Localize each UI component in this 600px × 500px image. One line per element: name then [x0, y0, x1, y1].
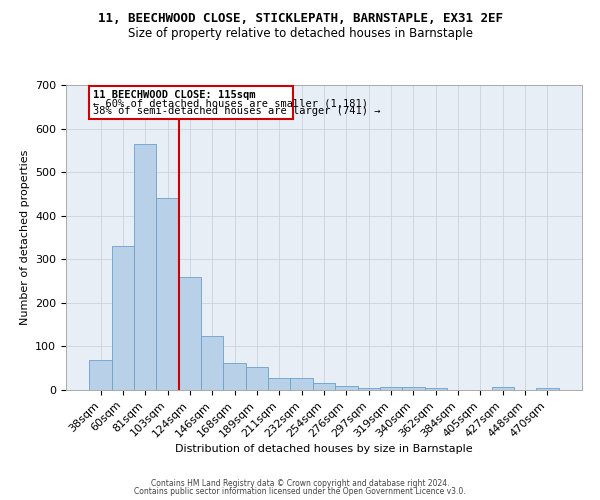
- Text: 11 BEECHWOOD CLOSE: 115sqm: 11 BEECHWOOD CLOSE: 115sqm: [93, 90, 256, 100]
- Y-axis label: Number of detached properties: Number of detached properties: [20, 150, 29, 325]
- Bar: [157, 198, 179, 390]
- Bar: [89, 360, 112, 390]
- Text: ← 60% of detached houses are smaller (1,181): ← 60% of detached houses are smaller (1,…: [93, 98, 368, 108]
- Bar: [290, 378, 313, 390]
- Text: 11, BEECHWOOD CLOSE, STICKLEPATH, BARNSTAPLE, EX31 2EF: 11, BEECHWOOD CLOSE, STICKLEPATH, BARNST…: [97, 12, 503, 26]
- Bar: [380, 387, 402, 390]
- FancyBboxPatch shape: [89, 86, 293, 118]
- Text: Contains HM Land Registry data © Crown copyright and database right 2024.: Contains HM Land Registry data © Crown c…: [151, 478, 449, 488]
- Bar: [268, 378, 290, 390]
- Bar: [246, 367, 268, 390]
- Text: Contains public sector information licensed under the Open Government Licence v3: Contains public sector information licen…: [134, 487, 466, 496]
- Bar: [425, 388, 447, 390]
- Bar: [335, 386, 358, 390]
- Bar: [112, 246, 134, 390]
- Bar: [313, 384, 335, 390]
- Bar: [201, 336, 223, 390]
- Bar: [358, 388, 380, 390]
- Bar: [134, 144, 157, 390]
- Bar: [179, 276, 201, 390]
- Bar: [223, 362, 246, 390]
- Bar: [491, 387, 514, 390]
- Text: 38% of semi-detached houses are larger (741) →: 38% of semi-detached houses are larger (…: [93, 106, 380, 116]
- Text: Size of property relative to detached houses in Barnstaple: Size of property relative to detached ho…: [128, 28, 473, 40]
- Bar: [536, 388, 559, 390]
- X-axis label: Distribution of detached houses by size in Barnstaple: Distribution of detached houses by size …: [175, 444, 473, 454]
- Bar: [402, 387, 425, 390]
